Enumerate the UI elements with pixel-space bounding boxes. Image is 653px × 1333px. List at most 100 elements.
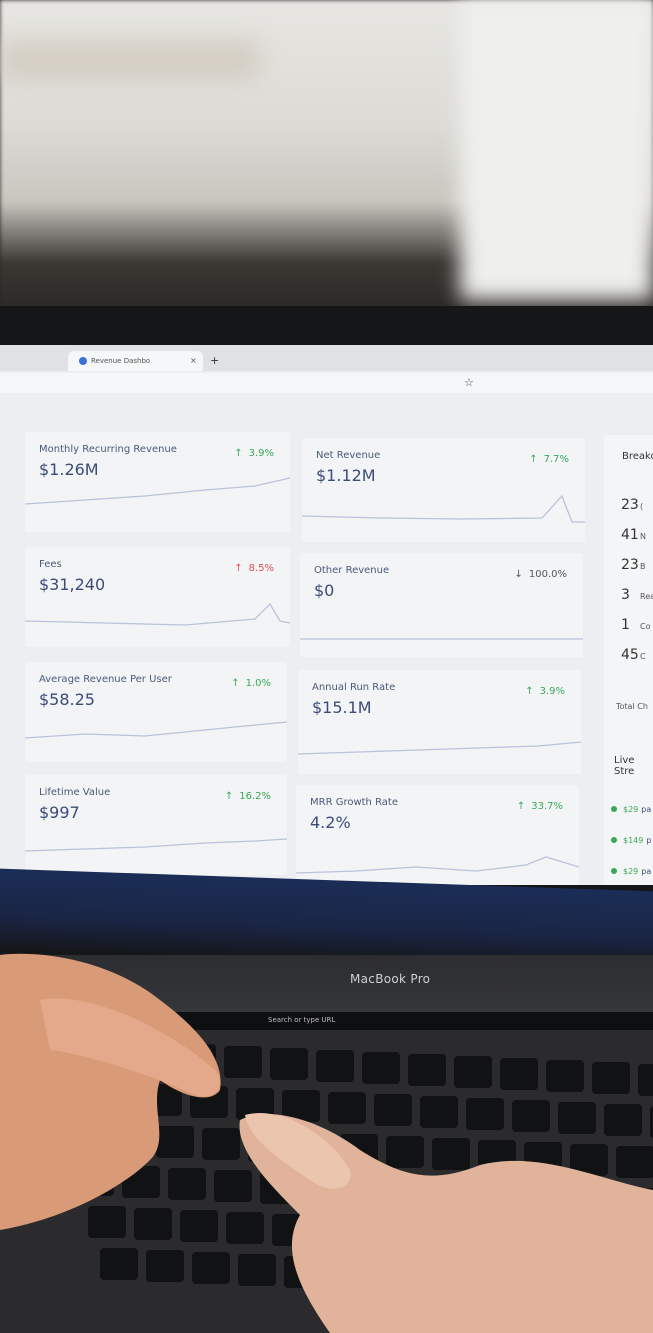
background-blur (460, 0, 653, 300)
change-arrow: ↑ (516, 801, 526, 812)
sparkline-path (302, 494, 585, 523)
event-text: p (646, 836, 652, 845)
brand: MacBook Pro (350, 972, 431, 986)
card-label: Other Revenue (314, 565, 390, 576)
live-title: Live Stre (614, 755, 635, 777)
event-text: pa (641, 867, 652, 876)
card-change: ↑ 16.2% (225, 791, 271, 802)
change-arrow: ↑ (231, 678, 240, 689)
change-arrow: ↑ (529, 454, 538, 465)
key[interactable] (192, 1252, 230, 1284)
event-amount: $29 (623, 867, 639, 876)
key[interactable] (362, 1052, 400, 1084)
change-value: 100.0% (528, 569, 567, 580)
breakdown-label: C (640, 652, 646, 661)
key[interactable] (638, 1064, 653, 1096)
key[interactable] (500, 1058, 538, 1090)
key[interactable] (146, 1250, 184, 1282)
key[interactable] (512, 1100, 550, 1132)
key[interactable] (134, 1208, 172, 1240)
right-finger (245, 1113, 351, 1189)
event-amount: $29 (623, 805, 639, 814)
change-arrow: ↑ (224, 791, 234, 802)
key[interactable] (374, 1094, 412, 1126)
sparkline (302, 494, 585, 523)
key[interactable] (558, 1102, 596, 1134)
sparkline-path (25, 838, 287, 852)
tab (68, 351, 203, 371)
metric-card: Other Revenue $0 ↓ 100.0% (300, 553, 583, 657)
change-value: 16.2% (239, 791, 271, 802)
sparkline (25, 477, 290, 505)
sparkline-path (298, 741, 581, 755)
key[interactable] (202, 1128, 240, 1160)
card-change: ↑ 3.9% (525, 686, 565, 697)
tab-close[interactable]: × (190, 356, 197, 365)
metric-card: Net Revenue $1.12M ↑ 7.7% (302, 438, 585, 542)
card-change: ↑ 7.7% (529, 454, 569, 465)
metric-card: Lifetime Value $997 ↑ 16.2% (25, 775, 287, 875)
change-arrow: ↑ (234, 563, 243, 574)
change-arrow: ↓ (514, 569, 523, 580)
key[interactable] (616, 1146, 653, 1178)
key[interactable] (180, 1210, 218, 1242)
live-event: $29 pa (611, 805, 651, 814)
key[interactable] (270, 1048, 308, 1080)
key[interactable] (408, 1054, 446, 1086)
breakdown-label: B (640, 562, 646, 571)
key[interactable] (386, 1136, 424, 1168)
left-finger (40, 998, 221, 1097)
key[interactable] (466, 1098, 504, 1130)
touch-bar-search: Search or type URL (268, 1016, 336, 1024)
key[interactable] (214, 1170, 252, 1202)
key[interactable] (88, 1206, 126, 1238)
sparkline-path (25, 477, 290, 505)
breakdown-label: Co (640, 622, 651, 631)
card-label: Average Revenue Per User (39, 674, 172, 685)
key[interactable] (592, 1062, 630, 1094)
change-value: 3.9% (539, 686, 565, 697)
key[interactable] (156, 1126, 194, 1158)
key[interactable] (224, 1046, 262, 1078)
key[interactable] (432, 1138, 470, 1170)
screen: Revenue Dashbo × + ☆ Monthly Recurring R… (0, 345, 653, 885)
key[interactable] (226, 1212, 264, 1244)
key[interactable] (420, 1096, 458, 1128)
event-dot (611, 837, 617, 843)
key[interactable] (454, 1056, 492, 1088)
sparkline (300, 638, 583, 640)
card-change: ↑ 8.5% (234, 563, 274, 574)
live-event: $29 pa (611, 867, 651, 876)
metric-card: Annual Run Rate $15.1M ↑ 3.9% (298, 670, 581, 774)
event-text: pa (641, 805, 652, 814)
sparkline (296, 856, 579, 874)
key[interactable] (328, 1092, 366, 1124)
change-arrow: ↑ (525, 686, 534, 697)
breakdown-count: 41 (621, 527, 639, 543)
key[interactable] (316, 1050, 354, 1082)
tab-icon (79, 357, 87, 365)
bookmark-star[interactable]: ☆ (464, 376, 474, 389)
card-value: $31,240 (39, 575, 106, 594)
key[interactable] (546, 1060, 584, 1092)
breakdown-count: 23 (621, 557, 639, 573)
key[interactable] (650, 1106, 653, 1138)
address-bar[interactable] (0, 373, 653, 393)
key[interactable] (238, 1254, 276, 1286)
new-tab[interactable]: + (210, 354, 220, 367)
panel-title: Breako (622, 451, 653, 462)
key[interactable] (604, 1104, 642, 1136)
left-hand (0, 953, 221, 1230)
key[interactable] (100, 1248, 138, 1280)
card-value: $1.12M (316, 466, 376, 485)
card-value: $997 (39, 803, 80, 822)
event-amount: $149 (623, 836, 644, 845)
card-label: Annual Run Rate (312, 682, 396, 693)
card-label: MRR Growth Rate (310, 797, 399, 808)
key[interactable] (168, 1168, 206, 1200)
change-value: 7.7% (543, 454, 569, 465)
breakdown-label: N (640, 532, 646, 541)
metric-card: Average Revenue Per User $58.25 ↑ 1.0% (25, 662, 287, 762)
